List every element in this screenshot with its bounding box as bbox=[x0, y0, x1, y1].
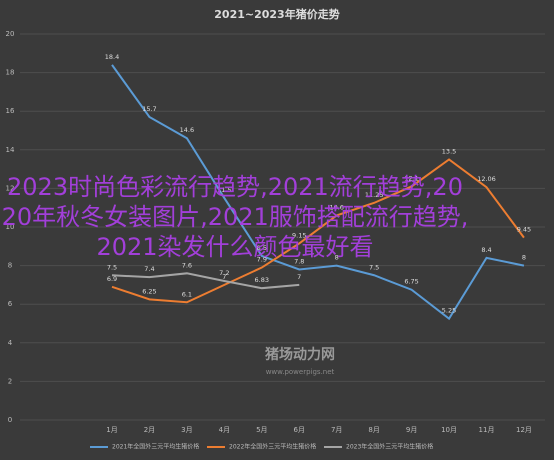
data-label: 8 bbox=[335, 254, 339, 262]
data-label: 5.25 bbox=[442, 307, 456, 315]
data-label: 8 bbox=[522, 254, 526, 262]
y-tick-label: 16 bbox=[6, 107, 15, 115]
data-label: 6.75 bbox=[404, 278, 418, 286]
data-label: 8.4 bbox=[481, 246, 491, 254]
x-tick-label: 5月 bbox=[256, 426, 267, 434]
x-tick-label: 2月 bbox=[144, 426, 155, 434]
data-label: 6.1 bbox=[182, 290, 192, 298]
data-label: 7.5 bbox=[369, 263, 379, 271]
data-label: 7.2 bbox=[219, 269, 229, 277]
data-label: 7.5 bbox=[107, 263, 117, 271]
data-label: 7 bbox=[222, 273, 226, 281]
y-tick-label: 18 bbox=[6, 69, 15, 77]
data-label: 6.25 bbox=[142, 287, 156, 295]
x-tick-label: 3月 bbox=[181, 426, 192, 434]
data-label: 6.9 bbox=[107, 275, 117, 283]
x-tick-label: 4月 bbox=[219, 426, 230, 434]
y-tick-label: 8 bbox=[8, 262, 12, 270]
data-label: 9.15 bbox=[292, 231, 306, 239]
series-line bbox=[111, 272, 300, 290]
data-label: 7.8 bbox=[294, 257, 304, 265]
x-tick-label: 12月 bbox=[516, 426, 532, 434]
x-tick-label: 8月 bbox=[368, 426, 379, 434]
y-tick-label: 0 bbox=[8, 416, 12, 424]
data-label: 13.5 bbox=[442, 147, 456, 155]
y-tick-label: 2 bbox=[8, 377, 12, 385]
x-tick-label: 7月 bbox=[331, 426, 342, 434]
legend-label: 2022年全国外三元平均生猪价格 bbox=[229, 443, 316, 451]
y-tick-label: 10 bbox=[6, 223, 15, 231]
watermark: 猪场动力网 bbox=[264, 346, 335, 363]
x-tick-label: 11月 bbox=[479, 426, 495, 434]
y-tick-label: 20 bbox=[6, 30, 15, 38]
y-tick-label: 12 bbox=[6, 184, 15, 192]
data-label: 7.6 bbox=[182, 261, 192, 269]
data-label: 12.06 bbox=[477, 175, 496, 183]
data-label: 11.5 bbox=[217, 186, 231, 194]
data-label: 6.83 bbox=[255, 276, 269, 284]
x-tick-label: 9月 bbox=[406, 426, 417, 434]
data-label: 15.7 bbox=[142, 105, 156, 113]
data-label: 14.6 bbox=[180, 126, 194, 134]
data-label: 12.1 bbox=[404, 174, 418, 182]
data-label: 18.4 bbox=[105, 53, 119, 61]
y-tick-label: 14 bbox=[6, 146, 15, 154]
chart-title: 2021~2023年猪价走势 bbox=[214, 7, 339, 21]
data-label: 8.5 bbox=[257, 244, 267, 252]
data-label: 10.6 bbox=[329, 203, 343, 211]
x-tick-label: 6月 bbox=[294, 426, 305, 434]
legend-label: 2023年全国外三元平均生猪价格 bbox=[346, 443, 433, 451]
legend-label: 2021年全国外三元平均生猪价格 bbox=[112, 443, 199, 451]
x-tick-label: 10月 bbox=[441, 426, 457, 434]
data-label: 7.9 bbox=[257, 256, 267, 264]
watermark-url: www.powerpigs.net bbox=[266, 368, 335, 376]
data-label: 7.4 bbox=[144, 265, 154, 273]
series-line bbox=[111, 158, 525, 304]
y-tick-label: 6 bbox=[8, 300, 13, 308]
overlay-text: 2023时尚色彩流行趋势,2021流行趋势,2020年秋冬女装图片,2021服饰… bbox=[1, 173, 469, 261]
y-tick-label: 4 bbox=[8, 339, 13, 347]
data-label: 7 bbox=[297, 273, 301, 281]
x-tick-label: 1月 bbox=[106, 426, 117, 434]
series-line bbox=[111, 64, 525, 321]
data-label: 11.25 bbox=[365, 191, 384, 199]
data-label: 9.45 bbox=[517, 226, 531, 234]
